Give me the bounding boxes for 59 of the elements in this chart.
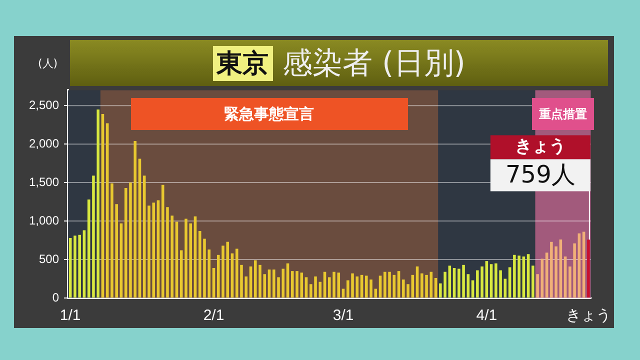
y-tick-label: 500 — [39, 252, 60, 266]
bar — [564, 256, 567, 298]
bar — [101, 114, 104, 298]
bar — [559, 240, 562, 298]
bar — [578, 233, 581, 298]
bar — [142, 176, 146, 298]
bar — [268, 270, 271, 298]
bar — [304, 277, 308, 298]
bar — [526, 254, 530, 298]
bar — [508, 267, 512, 298]
bar — [540, 258, 544, 298]
bar — [378, 276, 382, 298]
y-axis-title: (人) — [38, 56, 58, 71]
bar — [175, 222, 178, 298]
bar — [249, 266, 252, 298]
x-tick-label: きょう — [566, 307, 611, 324]
bar — [138, 158, 142, 298]
y-tick-label: 0 — [52, 290, 60, 304]
annotation: きょう 759人 — [506, 136, 576, 188]
bar — [161, 184, 164, 298]
bar — [356, 276, 359, 298]
bar — [194, 216, 197, 298]
chart-title: 東京 感染者 (日別) — [215, 44, 466, 82]
x-tick-label: 4/1 — [476, 307, 498, 324]
bar — [337, 272, 340, 298]
bar — [485, 261, 488, 298]
bar — [411, 274, 414, 298]
y-tick-label: 1,500 — [29, 174, 60, 189]
bar — [448, 266, 452, 298]
bar — [286, 263, 290, 298]
y-tick-label: 2,500 — [29, 98, 60, 112]
bar — [120, 223, 123, 298]
bar — [392, 274, 396, 298]
bar — [82, 230, 86, 298]
bar — [360, 274, 364, 298]
bar — [532, 266, 534, 298]
y-tick-label: 1,000 — [29, 213, 60, 228]
bar — [397, 271, 400, 298]
bar — [434, 278, 438, 298]
bar — [68, 238, 72, 298]
bar — [536, 274, 539, 298]
bar — [416, 266, 419, 298]
bar — [587, 240, 590, 298]
bar — [156, 200, 160, 298]
bar — [582, 232, 586, 298]
y-tick-label: 2,000 — [29, 136, 60, 150]
bar — [106, 123, 109, 298]
bar — [545, 252, 548, 298]
bar — [466, 274, 470, 298]
bar — [124, 188, 128, 298]
bar — [212, 268, 216, 298]
x-tick-label: 3/1 — [332, 307, 354, 324]
x-tick-label: 1/1 — [60, 307, 81, 324]
bar — [87, 199, 90, 298]
x-tick-label: 2/1 — [203, 307, 224, 324]
bar — [230, 253, 234, 298]
bar — [522, 256, 526, 298]
bar — [490, 264, 493, 298]
bar — [452, 268, 456, 298]
